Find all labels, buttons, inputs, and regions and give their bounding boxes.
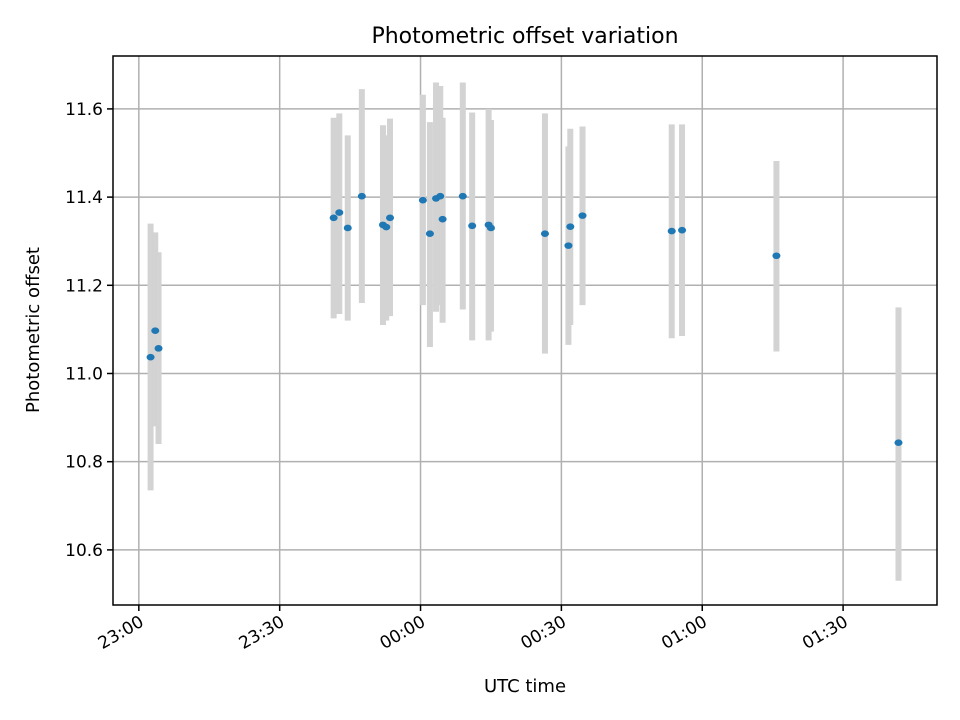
x-tick-label: 23:30 [236, 612, 288, 654]
grid-lines [113, 56, 937, 605]
y-axis-ticks: 10.6 10.8 11.0 11.2 11.4 11.6 [65, 100, 113, 561]
x-axis-ticks: 23:00 23:30 00:00 00:30 01:00 01:30 [95, 605, 852, 654]
data-point [564, 242, 573, 249]
x-tick-label: 00:00 [377, 612, 429, 654]
data-point [540, 230, 549, 238]
plot-frame [112, 55, 938, 606]
data-point [678, 226, 687, 234]
x-tick-label: 23:00 [95, 612, 147, 654]
data-point [578, 212, 587, 219]
x-tick-label: 00:30 [517, 612, 569, 654]
data-point [329, 214, 338, 222]
data-point [425, 230, 434, 238]
data-point [468, 222, 477, 230]
data-point [357, 192, 366, 200]
y-tick-label: 11.2 [65, 276, 103, 296]
data-point [772, 252, 781, 260]
data-point [438, 215, 447, 223]
error-bars [147, 82, 902, 581]
data-point [151, 327, 160, 335]
data-point [343, 224, 352, 232]
x-tick-label: 01:30 [799, 612, 851, 654]
y-tick-label: 10.6 [65, 541, 103, 561]
y-tick-label: 11.0 [65, 364, 103, 384]
x-axis-label: UTC time [484, 676, 566, 697]
y-tick-label: 10.8 [65, 453, 103, 473]
data-point [566, 223, 575, 230]
data-point [894, 439, 903, 447]
data-point [436, 192, 445, 200]
data-point [418, 196, 427, 204]
data-point [382, 223, 391, 231]
data-point [335, 209, 344, 216]
data-point [486, 224, 495, 232]
data-point [154, 345, 163, 352]
x-tick-label: 01:00 [658, 612, 710, 654]
data-point [386, 214, 395, 222]
y-tick-label: 11.4 [65, 188, 103, 208]
data-point [458, 192, 467, 200]
data-point [667, 227, 676, 235]
y-tick-label: 11.6 [65, 100, 103, 120]
y-axis-label: Photometric offset [23, 247, 44, 413]
data-points [146, 192, 903, 447]
data-point [146, 353, 155, 361]
chart-title: Photometric offset variation [371, 24, 678, 49]
